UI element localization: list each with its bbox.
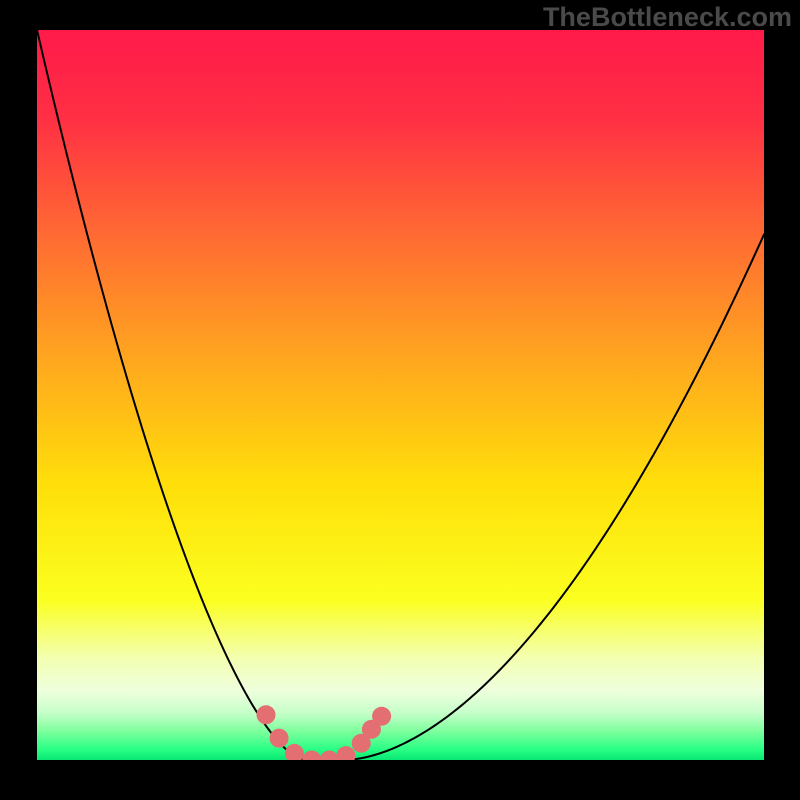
valley-marker — [270, 729, 288, 747]
chart-stage: TheBottleneck.com — [0, 0, 800, 800]
valley-marker — [285, 744, 303, 760]
watermark-text: TheBottleneck.com — [543, 2, 792, 33]
valley-marker — [337, 747, 355, 760]
plot-area — [37, 30, 764, 760]
valley-marker — [257, 706, 275, 724]
plot-background — [37, 30, 764, 760]
valley-marker — [373, 707, 391, 725]
